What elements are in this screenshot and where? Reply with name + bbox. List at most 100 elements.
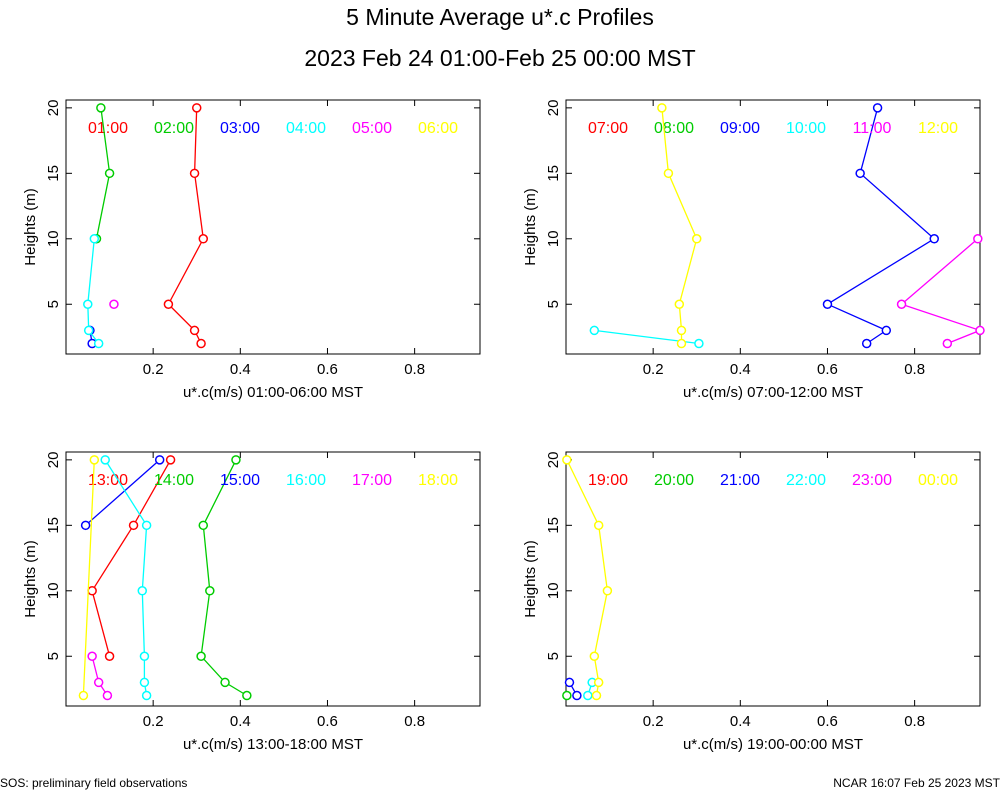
x-tick-label: 0.8 xyxy=(404,713,425,730)
data-point xyxy=(591,690,602,701)
data-point xyxy=(154,455,165,465)
x-tick-label: 0.4 xyxy=(730,713,751,730)
legend-entry: 23:00 xyxy=(852,472,892,489)
y-tick-label: 5 xyxy=(545,652,562,660)
data-point xyxy=(189,168,200,179)
data-point xyxy=(562,455,572,465)
data-point xyxy=(562,690,572,701)
series-line xyxy=(85,459,161,526)
y-axis-label: Heights (m) xyxy=(22,188,39,266)
data-point xyxy=(872,103,883,113)
legend-entry: 07:00 xyxy=(588,120,628,137)
chart-subtitle: 2023 Feb 24 01:00-Feb 25 00:00 MST xyxy=(304,45,696,71)
legend-entry: 03:00 xyxy=(220,120,260,137)
panel-3: 0.2 0.4 0.6 0.8 5 10 15 20 u*.c(m/s) 13:00-18:00… xyxy=(22,451,481,753)
data-point xyxy=(583,690,593,701)
data-point xyxy=(104,651,115,661)
series-1300 xyxy=(87,455,176,661)
data-point xyxy=(89,234,100,244)
y-tick-label: 5 xyxy=(45,652,62,660)
series-line xyxy=(91,656,108,696)
data-point xyxy=(87,651,97,661)
x-tick-label: 0.2 xyxy=(643,361,664,378)
data-point xyxy=(929,234,939,244)
data-point xyxy=(676,325,687,336)
data-point xyxy=(141,520,152,531)
series-1700 xyxy=(87,651,113,701)
data-point xyxy=(564,677,575,688)
panel-4: 0.2 0.4 0.6 0.8 5 10 15 20 u*.c(m/s) 19:00-00:00… xyxy=(522,451,981,753)
plot-frame xyxy=(565,451,981,707)
data-point xyxy=(975,325,985,336)
footer-note: SOS: preliminary field observations xyxy=(0,776,188,790)
y-tick-label: 20 xyxy=(545,452,562,469)
x-tick-label: 0.4 xyxy=(230,713,251,730)
data-point xyxy=(139,677,150,688)
data-point xyxy=(83,325,94,336)
data-point xyxy=(104,168,115,179)
legend-entry: 12:00 xyxy=(918,120,958,137)
data-point xyxy=(572,690,582,701)
data-point xyxy=(109,299,119,309)
x-axis-label: u*.c(m/s) 13:00-18:00 MST xyxy=(183,736,363,753)
legend-entry: 00:00 xyxy=(918,472,958,489)
series-line xyxy=(167,107,204,344)
data-point xyxy=(80,520,91,531)
y-axis-label: Heights (m) xyxy=(522,188,539,266)
data-point xyxy=(855,168,865,179)
series-line xyxy=(826,107,936,345)
legend-entry: 05:00 xyxy=(352,120,392,137)
data-point xyxy=(83,299,93,309)
legend-entry: 21:00 xyxy=(720,472,760,489)
y-tick-label: 10 xyxy=(545,230,562,247)
series-line xyxy=(200,459,248,697)
data-point xyxy=(87,586,97,596)
data-point xyxy=(663,168,674,179)
y-tick-label: 15 xyxy=(545,517,562,534)
data-point xyxy=(93,338,104,349)
series-2000 xyxy=(562,690,572,701)
series-2100 xyxy=(564,677,582,701)
data-point xyxy=(163,299,174,309)
legend-entry: 02:00 xyxy=(154,120,194,137)
data-point xyxy=(942,338,953,349)
series-1100 xyxy=(896,234,985,349)
data-point xyxy=(694,338,704,349)
data-point xyxy=(861,338,872,349)
x-tick-label: 0.6 xyxy=(817,713,838,730)
y-tick-label: 20 xyxy=(545,100,562,117)
data-point xyxy=(242,690,252,701)
x-axis-label: u*.c(m/s) 19:00-00:00 MST xyxy=(683,736,863,753)
legend-entry: 19:00 xyxy=(588,472,628,489)
y-tick-label: 10 xyxy=(45,582,62,599)
footer-timestamp: NCAR 16:07 Feb 25 2023 MST xyxy=(833,776,1000,790)
data-point xyxy=(100,455,110,465)
data-point xyxy=(973,234,983,244)
x-tick-label: 0.6 xyxy=(317,713,338,730)
data-point xyxy=(881,325,892,336)
data-point xyxy=(128,520,139,531)
series-1600 xyxy=(100,455,152,701)
series-line xyxy=(82,459,95,696)
legend-entry: 09:00 xyxy=(720,120,760,137)
y-tick-label: 15 xyxy=(45,517,62,534)
series-0500 xyxy=(109,299,119,309)
series-line xyxy=(900,238,982,345)
legend-entry: 06:00 xyxy=(418,120,458,137)
legend-entry: 16:00 xyxy=(286,472,326,489)
data-point xyxy=(691,234,702,244)
data-point xyxy=(674,299,685,309)
data-point xyxy=(593,677,604,688)
legend-entry: 10:00 xyxy=(786,120,826,137)
y-tick-label: 10 xyxy=(45,230,62,247)
x-tick-label: 0.8 xyxy=(904,361,925,378)
y-tick-label: 15 xyxy=(45,165,62,182)
y-tick-label: 5 xyxy=(545,300,562,308)
legend-entry: 08:00 xyxy=(654,120,694,137)
chart-title: 5 Minute Average u*.c Profiles xyxy=(346,4,654,30)
series-0400 xyxy=(83,234,104,349)
data-point xyxy=(102,690,113,701)
data-point xyxy=(191,103,202,113)
data-point xyxy=(231,455,241,465)
